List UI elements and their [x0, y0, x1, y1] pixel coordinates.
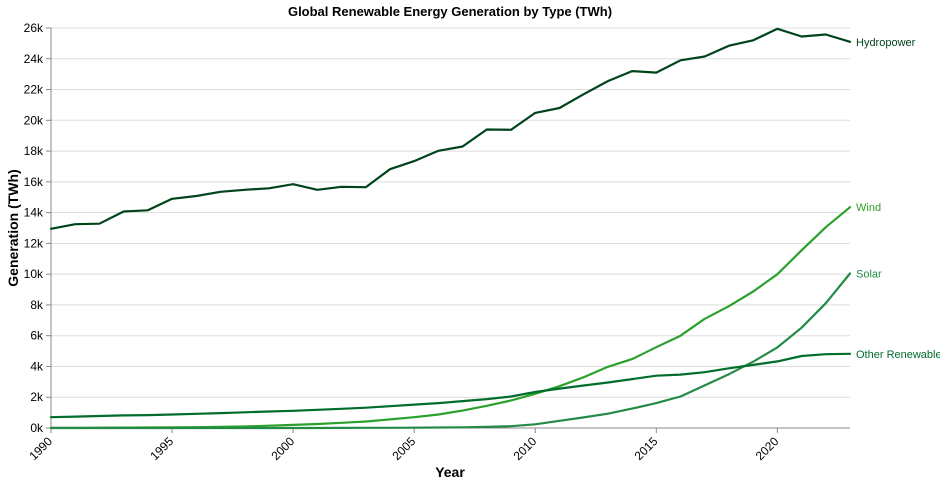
y-tick-label: 16k — [24, 175, 44, 189]
x-tick-label: 1990 — [26, 434, 55, 463]
y-tick-label: 8k — [30, 298, 44, 312]
series-label-hydropower: Hydropower — [856, 37, 916, 49]
gridlines — [51, 27, 850, 429]
y-tick-label: 10k — [24, 267, 44, 281]
y-tick-label: 18k — [24, 144, 44, 158]
x-tick-label: 2005 — [390, 434, 419, 463]
y-tick-label: 12k — [24, 236, 44, 250]
y-tick-label: 24k — [24, 52, 44, 66]
x-tick-label: 1995 — [147, 434, 176, 463]
series-line-other-renewables — [49, 352, 852, 419]
y-tick-label: 20k — [24, 113, 44, 127]
series-labels: Hydropower Wind Solar Other Renewables — [856, 37, 940, 361]
y-tick-label: 22k — [24, 83, 44, 97]
x-tick-label: 2020 — [753, 434, 782, 463]
x-axis-title: Year — [435, 464, 465, 480]
x-tick-label: 2000 — [268, 434, 297, 463]
series-label-wind: Wind — [856, 202, 881, 214]
y-tick-label: 0k — [30, 421, 44, 435]
y-tick-label: 26k — [24, 21, 44, 35]
axes: 0k 2k 4k 6k 8k 10k 12k 14k 16k 18k 20k 22k 24k 26k 199… — [24, 21, 850, 463]
y-tick-label: 2k — [30, 390, 44, 404]
series-label-other-renewables: Other Renewables — [856, 349, 940, 361]
series-line-solar — [49, 272, 852, 430]
series-line-hydropower — [49, 27, 852, 230]
y-tick-label: 4k — [30, 359, 44, 373]
chart-title: Global Renewable Energy Generation by Ty… — [288, 4, 612, 19]
x-tick-label: 2015 — [632, 434, 661, 463]
series-line-wind — [49, 206, 852, 429]
y-axis-title: Generation (TWh) — [5, 169, 21, 286]
y-tick-label: 6k — [30, 329, 44, 343]
series-lines — [49, 27, 852, 430]
y-tick-label: 14k — [24, 206, 44, 220]
x-tick-label: 2010 — [511, 434, 540, 463]
series-label-solar: Solar — [856, 269, 882, 281]
